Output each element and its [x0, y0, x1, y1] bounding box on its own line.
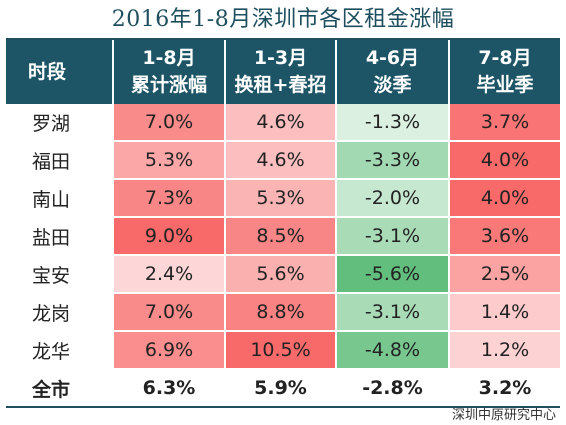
heat-cell: 5.3% [225, 179, 337, 218]
column-header-range: 4-6月 [365, 47, 420, 69]
total-row: 全市 6.3% 5.9% -2.8% 3.2% [6, 368, 560, 408]
heat-cell: 2.4% [113, 254, 226, 294]
district-label: 盐田 [6, 217, 114, 256]
total-cell: -2.8% [336, 368, 450, 408]
heat-cell: 3.6% [449, 217, 560, 256]
source-note: 深圳中原研究中心 [451, 408, 556, 423]
heat-cell: 6.9% [113, 331, 226, 370]
district-label: 罗湖 [6, 104, 114, 142]
heat-cell: 7.3% [113, 179, 226, 218]
table-row: 龙华 6.9% 10.5% -4.8% 1.2% [6, 331, 560, 370]
heat-cell: 5.6% [225, 254, 337, 294]
heat-cell: -2.0% [336, 179, 450, 218]
title-underline [6, 38, 560, 40]
heat-cell: -5.6% [336, 254, 450, 294]
heatmap-body: 罗湖 7.0% 4.6% -1.3% 3.7% 福田 5.3% 4.6% -3.3% 4.0% 南山… [6, 104, 560, 408]
column-header-range: 1-3月 [253, 47, 308, 69]
table-row: 盐田 9.0% 8.5% -3.1% 3.6% [6, 217, 560, 256]
heat-cell: 8.5% [225, 217, 337, 256]
district-label: 龙岗 [6, 293, 114, 332]
header-row: 时段 1-8月 累计涨幅 1-3月 换租+春招 4-6月 淡季 7-8月 毕业季 [6, 40, 560, 104]
total-cell: 5.9% [225, 368, 337, 408]
header-period: 时段 [6, 40, 114, 104]
district-label: 南山 [6, 179, 114, 218]
heat-cell: -4.8% [336, 331, 450, 370]
column-header: 4-6月 淡季 [336, 40, 450, 104]
column-header-range: 7-8月 [478, 47, 532, 69]
column-header-desc: 毕业季 [476, 74, 534, 96]
heat-cell: 9.0% [113, 217, 226, 256]
total-cell: 3.2% [449, 368, 560, 408]
heat-cell: 4.0% [449, 179, 560, 218]
total-label: 全市 [6, 368, 114, 408]
heat-cell: -3.1% [336, 217, 450, 256]
table-row: 南山 7.3% 5.3% -2.0% 4.0% [6, 179, 560, 218]
column-header: 7-8月 毕业季 [449, 40, 560, 104]
heat-cell: 1.2% [449, 331, 560, 370]
heat-cell: 10.5% [225, 331, 337, 370]
heat-cell: 4.0% [449, 140, 560, 180]
heat-cell: 8.8% [225, 293, 337, 332]
heat-cell: 1.4% [449, 293, 560, 332]
total-cell: 6.3% [113, 368, 226, 408]
column-header-desc: 换租+春招 [234, 74, 327, 96]
table-row: 宝安 2.4% 5.6% -5.6% 2.5% [6, 254, 560, 294]
column-header: 1-8月 累计涨幅 [113, 40, 226, 104]
heat-cell: -3.3% [336, 140, 450, 180]
chart-title: 2016年1-8月深圳市各区租金涨幅 [111, 7, 455, 32]
column-header-desc: 累计涨幅 [130, 74, 207, 96]
heat-cell: 7.0% [113, 293, 226, 332]
heat-cell: 5.3% [113, 140, 226, 180]
table-row: 福田 5.3% 4.6% -3.3% 4.0% [6, 140, 560, 180]
table-row: 龙岗 7.0% 8.8% -3.1% 1.4% [6, 293, 560, 332]
heat-cell: -3.1% [336, 293, 450, 332]
column-header-desc: 淡季 [373, 74, 412, 96]
heat-cell: 3.7% [449, 104, 560, 142]
heat-cell: 2.5% [449, 254, 560, 294]
district-label: 龙华 [6, 331, 114, 370]
heat-cell: -1.3% [336, 104, 450, 142]
table-row: 罗湖 7.0% 4.6% -1.3% 3.7% [6, 104, 560, 142]
heat-cell: 7.0% [113, 104, 226, 142]
heat-cell: 4.6% [225, 104, 337, 142]
district-label: 福田 [6, 140, 114, 180]
heat-cell: 4.6% [225, 140, 337, 180]
column-header: 1-3月 换租+春招 [225, 40, 337, 104]
column-header-range: 1-8月 [142, 47, 196, 69]
heatmap-table: 时段 1-8月 累计涨幅 1-3月 换租+春招 4-6月 淡季 7-8月 毕业季… [6, 40, 560, 408]
district-label: 宝安 [6, 254, 114, 294]
